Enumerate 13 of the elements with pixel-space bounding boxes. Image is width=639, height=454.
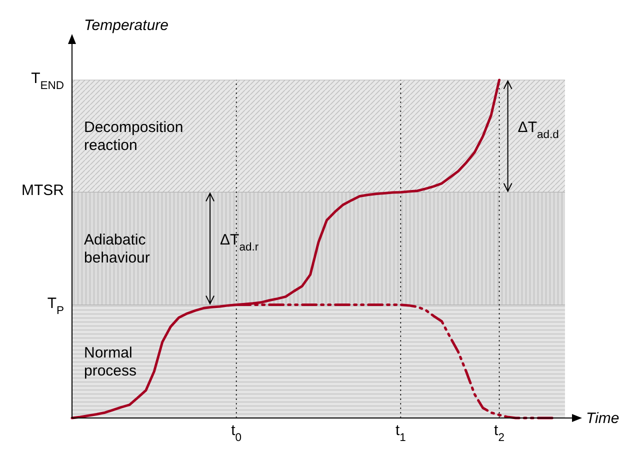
band-label: Adiabatic behaviour — [84, 231, 150, 266]
ref-line-label: T$_{P}$ — [47, 294, 64, 317]
y-axis-title: Temperature — [84, 17, 168, 34]
ref-line-label: T$_{END}$ — [31, 70, 64, 92]
x-tick-label: t$_{2}$ — [494, 422, 504, 444]
x-tick-label: t$_{0}$ — [231, 422, 242, 444]
ref-line-label: MTSR — [22, 182, 64, 200]
annotation: ΔT$_{ad.d}$ — [518, 119, 559, 142]
x-axis-title: Time — [586, 410, 620, 427]
band-label: Normal process — [84, 344, 137, 380]
band-label: Decomposition reaction — [84, 119, 184, 154]
x-tick-label: t$_{1}$ — [395, 422, 406, 444]
annotation: ΔT$_{ad.r}$ — [220, 231, 259, 254]
